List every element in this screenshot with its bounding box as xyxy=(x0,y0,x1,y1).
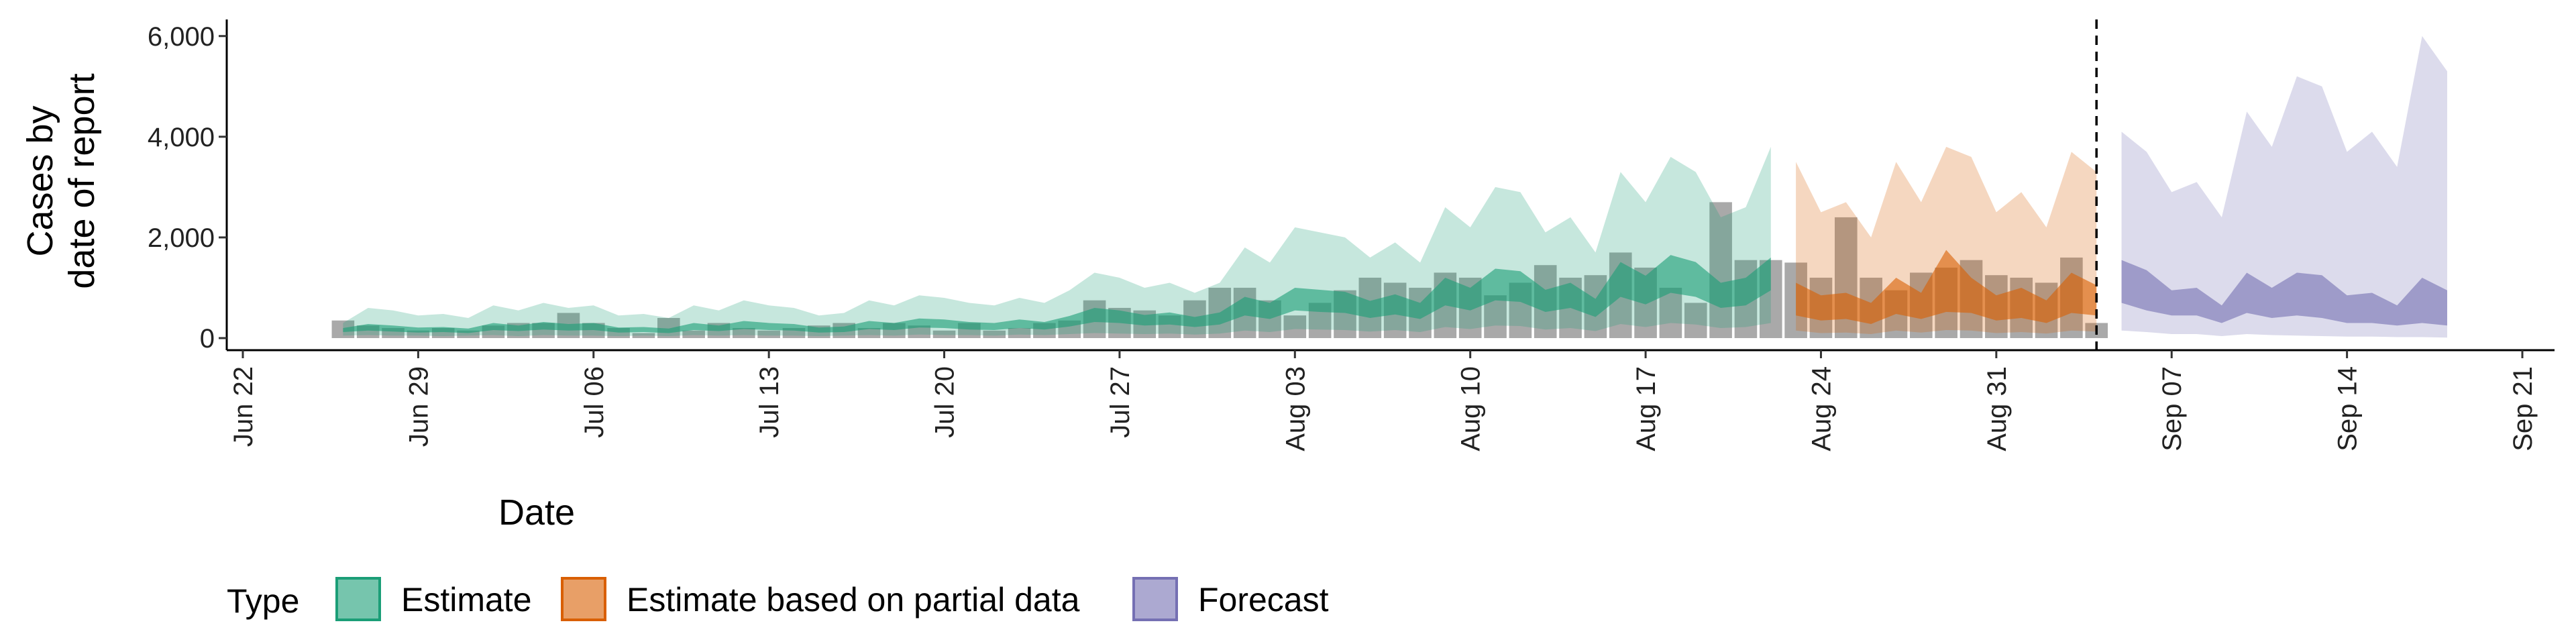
x-tick-label: Aug 31 xyxy=(1982,366,2012,451)
reported-bar xyxy=(632,333,655,338)
band-90 xyxy=(1796,146,2097,334)
band-50 xyxy=(343,255,1771,333)
x-tick-label: Jul 27 xyxy=(1106,366,1135,438)
x-tick-label: Sep 21 xyxy=(2508,366,2538,451)
reported-bar xyxy=(457,330,480,338)
y-axis-title: date of report xyxy=(62,73,102,288)
reported-bar xyxy=(857,327,881,338)
reported-bar xyxy=(932,330,956,338)
x-tick-label: Jul 20 xyxy=(930,366,960,438)
legend-label: Estimate based on partial data xyxy=(627,581,1080,619)
x-tick-label: Jun 22 xyxy=(229,366,258,447)
reported-bar xyxy=(983,330,1006,338)
x-tick-label: Jul 13 xyxy=(755,366,784,438)
y-tick-label: 2,000 xyxy=(148,223,215,253)
reported-bar xyxy=(1283,315,1307,338)
band-90 xyxy=(343,146,1771,336)
y-tick-label: 6,000 xyxy=(148,22,215,52)
x-tick-label: Jul 06 xyxy=(580,366,609,438)
reported-bar xyxy=(1684,303,1707,338)
legend-title: Type xyxy=(227,582,299,620)
band-90 xyxy=(2121,36,2447,338)
reported-bar xyxy=(908,325,931,338)
y-tick-label: 0 xyxy=(200,324,215,354)
x-tick-label: Aug 24 xyxy=(1807,366,1836,451)
x-tick-label: Jun 29 xyxy=(404,366,433,447)
reported-bar xyxy=(1709,202,1732,338)
band-50 xyxy=(1796,250,2097,324)
reported-bar xyxy=(733,327,755,338)
legend-label: Estimate xyxy=(401,581,532,619)
reported-bar xyxy=(682,330,705,338)
y-axis-title: Cases by xyxy=(20,105,60,256)
band-50 xyxy=(2121,260,2447,326)
legend-swatch xyxy=(561,577,606,621)
legend-swatch xyxy=(335,577,381,621)
reported-bar xyxy=(757,330,780,338)
reported-bar xyxy=(1008,327,1031,338)
x-tick-label: Aug 10 xyxy=(1456,366,1486,451)
x-tick-label: Aug 17 xyxy=(1631,366,1661,451)
x-tick-label: Sep 07 xyxy=(2157,366,2187,451)
y-tick-label: 4,000 xyxy=(148,123,215,152)
x-tick-label: Sep 14 xyxy=(2333,366,2363,451)
x-tick-label: Aug 03 xyxy=(1281,366,1310,451)
x-axis-title: Date xyxy=(498,492,575,533)
reported-bar xyxy=(407,330,430,338)
legend-label: Forecast xyxy=(1198,581,1329,619)
legend-swatch xyxy=(1132,577,1178,621)
